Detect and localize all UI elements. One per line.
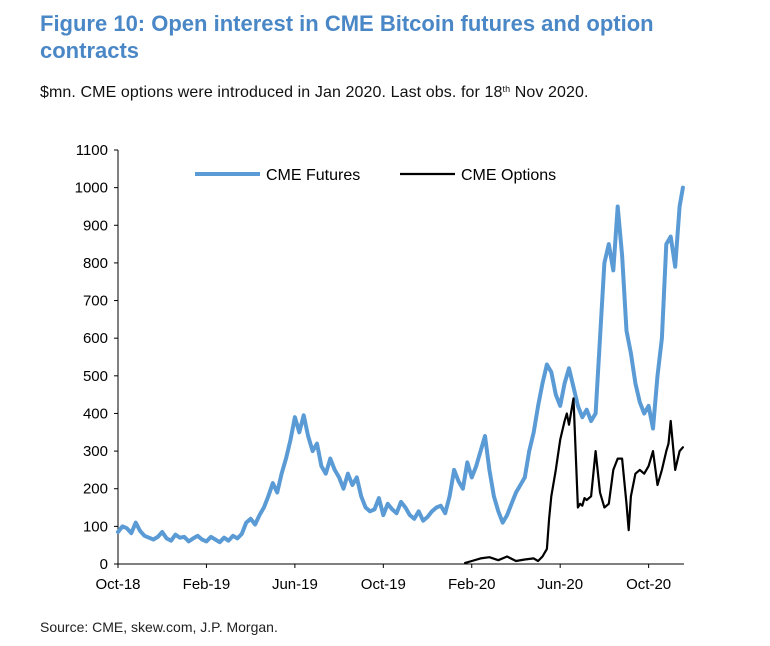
y-tick-label: 700 [83, 293, 108, 310]
x-tick-label: Feb-19 [183, 576, 231, 593]
subtitle-superscript: th [502, 84, 511, 94]
y-tick-label: 1000 [75, 180, 108, 197]
series-line-cme-futures [116, 185, 685, 545]
x-tick-label: Feb-20 [448, 576, 496, 593]
y-tick-label: 1100 [76, 142, 108, 159]
y-tick-label: 600 [83, 330, 108, 347]
subtitle-text: $mn. CME options were introduced in Jan … [40, 84, 503, 101]
y-tick-label: 900 [83, 217, 108, 234]
x-tick-label: Oct-20 [626, 576, 671, 593]
figure-subtitle: $mn. CME options were introduced in Jan … [40, 76, 740, 106]
y-tick-label: 800 [83, 255, 108, 272]
legend-label-cme-options: CME Options [461, 167, 556, 184]
y-tick-label: 500 [83, 368, 108, 385]
y-tick-label: 400 [83, 405, 108, 422]
x-tick-label: Jun-19 [272, 576, 318, 593]
x-tick-label: Oct-18 [95, 576, 140, 593]
subtitle-text-end: Nov 2020. [510, 84, 589, 101]
source-note: Source: CME, skew.com, J.P. Morgan. [40, 619, 278, 635]
y-tick-label: 0 [100, 556, 108, 573]
x-tick-label: Oct-19 [361, 576, 406, 593]
legend-label-cme-futures: CME Futures [266, 167, 360, 184]
figure-title: Figure 10: Open interest in CME Bitcoin … [40, 11, 654, 63]
x-tick-label: Jun-20 [537, 576, 583, 593]
y-tick-label: 200 [83, 481, 108, 498]
series-line-cme-options [464, 397, 685, 565]
y-tick-label: 100 [83, 518, 108, 535]
y-tick-label: 300 [83, 443, 108, 460]
